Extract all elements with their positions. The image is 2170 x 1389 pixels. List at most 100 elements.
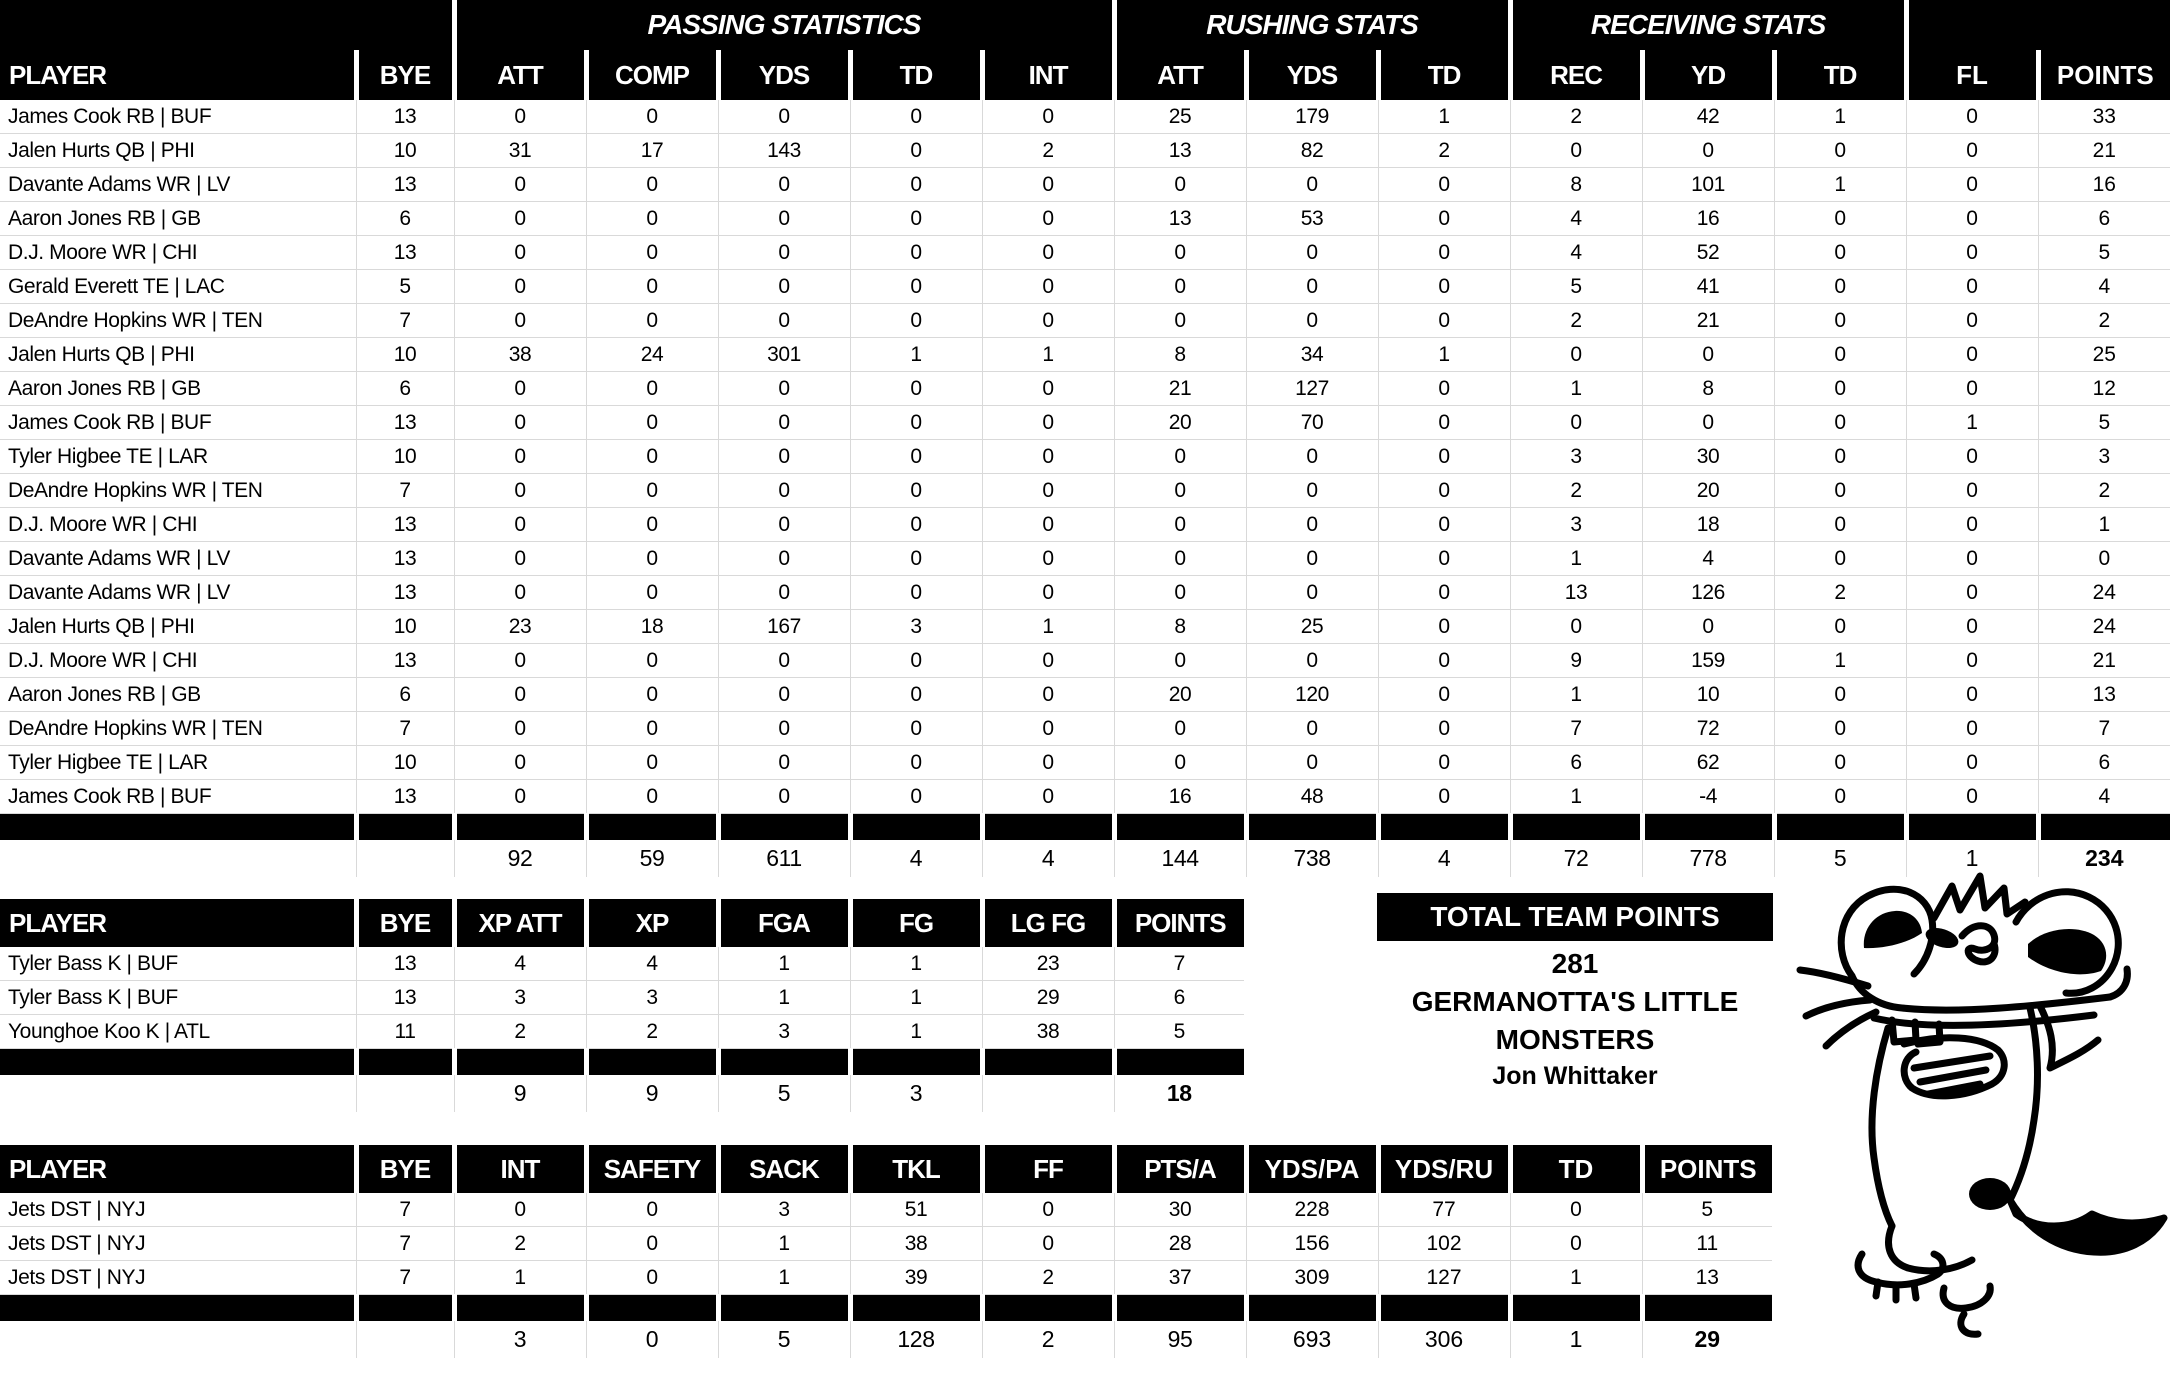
total-cell: 738 — [1245, 840, 1379, 877]
stat-cell: 7 — [1113, 947, 1244, 981]
stat-cell: 0 — [1773, 473, 1907, 508]
stat-cell: 3 — [717, 1193, 850, 1227]
stat-cell: 167 — [717, 609, 850, 644]
stat-cell: 0 — [717, 575, 850, 610]
stat-cell: 10 — [355, 133, 454, 168]
stat-cell: 0 — [585, 473, 718, 508]
stat-cell: 0 — [1377, 235, 1511, 270]
stat-cell: 0 — [453, 167, 586, 202]
stat-cell: 0 — [585, 575, 718, 610]
stat-cell: 120 — [1245, 677, 1379, 712]
stat-cell: 0 — [453, 779, 586, 814]
stat-cell: 0 — [849, 439, 982, 474]
total-cell: 778 — [1641, 840, 1775, 877]
separator-cell — [847, 1294, 982, 1321]
stat-cell: 2 — [1509, 473, 1643, 508]
stat-cell: 16 — [1113, 779, 1247, 814]
stat-cell: 1 — [1773, 100, 1907, 134]
table-row: Jalen Hurts QB | PHI 10 38 24 301 1 1 8 34 1 0 0 0 0 2… — [0, 337, 2170, 372]
separator-row — [0, 813, 2170, 840]
column-header: SACK — [715, 1145, 850, 1193]
stat-cell: 0 — [717, 235, 850, 270]
stat-cell: 102 — [1377, 1226, 1510, 1261]
table-row: Jets DST | NYJ 7 0 0 3 51 0 30 228 77 0 5 — [0, 1193, 1772, 1227]
stat-cell: 8 — [1509, 167, 1643, 202]
stat-cell: 0 — [849, 100, 982, 134]
stat-cell: 24 — [585, 337, 718, 372]
stat-cell: 0 — [1377, 201, 1511, 236]
stat-cell: 9 — [1509, 643, 1643, 678]
stat-cell: 1 — [717, 947, 850, 981]
stat-cell: 48 — [1245, 779, 1379, 814]
stat-cell: 0 — [1773, 303, 1907, 338]
column-header: TKL — [847, 1145, 982, 1193]
stat-cell: 3 — [1509, 439, 1643, 474]
table-row: D.J. Moore WR | CHI 13 0 0 0 0 0 0 0 0 9 159 1 0 21 — [0, 643, 2170, 678]
column-header: XP — [583, 899, 718, 947]
stat-cell: 38 — [981, 1014, 1114, 1049]
stat-cell: 0 — [717, 269, 850, 304]
stat-cell: 41 — [1641, 269, 1775, 304]
stat-cell: 0 — [849, 643, 982, 678]
stat-cell: 0 — [717, 439, 850, 474]
stat-cell: 0 — [1245, 473, 1379, 508]
stat-cell: 0 — [1377, 745, 1511, 780]
stat-cell: 51 — [849, 1193, 982, 1227]
total-cell: 1 — [1509, 1321, 1642, 1358]
column-header: POINTS — [1111, 899, 1244, 947]
stat-cell: 0 — [849, 677, 982, 712]
stat-cell: 0 — [1113, 541, 1247, 576]
separator-cell — [451, 1294, 586, 1321]
player-cell: Jets DST | NYJ — [0, 1260, 356, 1295]
stat-cell: 7 — [355, 1193, 454, 1227]
stat-cell: 5 — [2037, 235, 2170, 270]
stat-cell: 0 — [1377, 439, 1511, 474]
stat-cell: 0 — [585, 269, 718, 304]
total-cell — [0, 1075, 356, 1112]
stat-cell: 0 — [1113, 235, 1247, 270]
table-row: Jets DST | NYJ 7 1 0 1 39 2 37 309 127 1 13 — [0, 1260, 1772, 1295]
separator-cell — [1771, 813, 1907, 840]
stat-cell: 21 — [2037, 643, 2170, 678]
stat-cell: 13 — [355, 167, 454, 202]
stat-cell: 0 — [585, 643, 718, 678]
stat-cell: 0 — [981, 303, 1115, 338]
stat-cell: 13 — [2037, 677, 2170, 712]
column-header: POINTS — [2035, 50, 2170, 100]
stat-group-header: RUSHING STATS — [1111, 0, 1511, 50]
stat-cell: 39 — [849, 1260, 982, 1295]
stat-cell: 0 — [1113, 167, 1247, 202]
stat-cell: 2 — [981, 133, 1115, 168]
stat-cell: 0 — [1641, 609, 1775, 644]
stat-cell: 0 — [1773, 507, 1907, 542]
stat-cell: 0 — [717, 303, 850, 338]
total-cell: 5 — [717, 1075, 850, 1112]
column-header: FG — [847, 899, 982, 947]
stat-cell: 1 — [1377, 100, 1511, 134]
stat-cell: 8 — [1113, 609, 1247, 644]
table-row: Aaron Jones RB | GB 6 0 0 0 0 0 21 127 0 1 8 0 0 12 — [0, 371, 2170, 406]
stat-group-header-blank — [1903, 0, 2170, 50]
stat-cell: 0 — [981, 167, 1115, 202]
stat-cell: 0 — [1905, 337, 2039, 372]
column-header: TD — [1507, 1145, 1642, 1193]
total-cell: 59 — [585, 840, 718, 877]
separator-cell — [979, 1294, 1114, 1321]
stat-cell: 38 — [849, 1226, 982, 1261]
stat-cell: 70 — [1245, 405, 1379, 440]
column-header: FF — [979, 1145, 1114, 1193]
stat-cell: 0 — [1245, 167, 1379, 202]
stat-cell: 0 — [585, 371, 718, 406]
stat-cell: 0 — [717, 371, 850, 406]
column-header: LG FG — [979, 899, 1114, 947]
stat-cell: 13 — [355, 405, 454, 440]
stat-cell: 18 — [1641, 507, 1775, 542]
total-cell: 4 — [1377, 840, 1511, 877]
stat-cell: 0 — [1905, 643, 2039, 678]
stat-cell: 37 — [1113, 1260, 1246, 1295]
separator-cell — [1507, 1294, 1642, 1321]
stat-cell: 53 — [1245, 201, 1379, 236]
stat-cell: 0 — [1773, 439, 1907, 474]
column-header: POINTS — [1639, 1145, 1772, 1193]
